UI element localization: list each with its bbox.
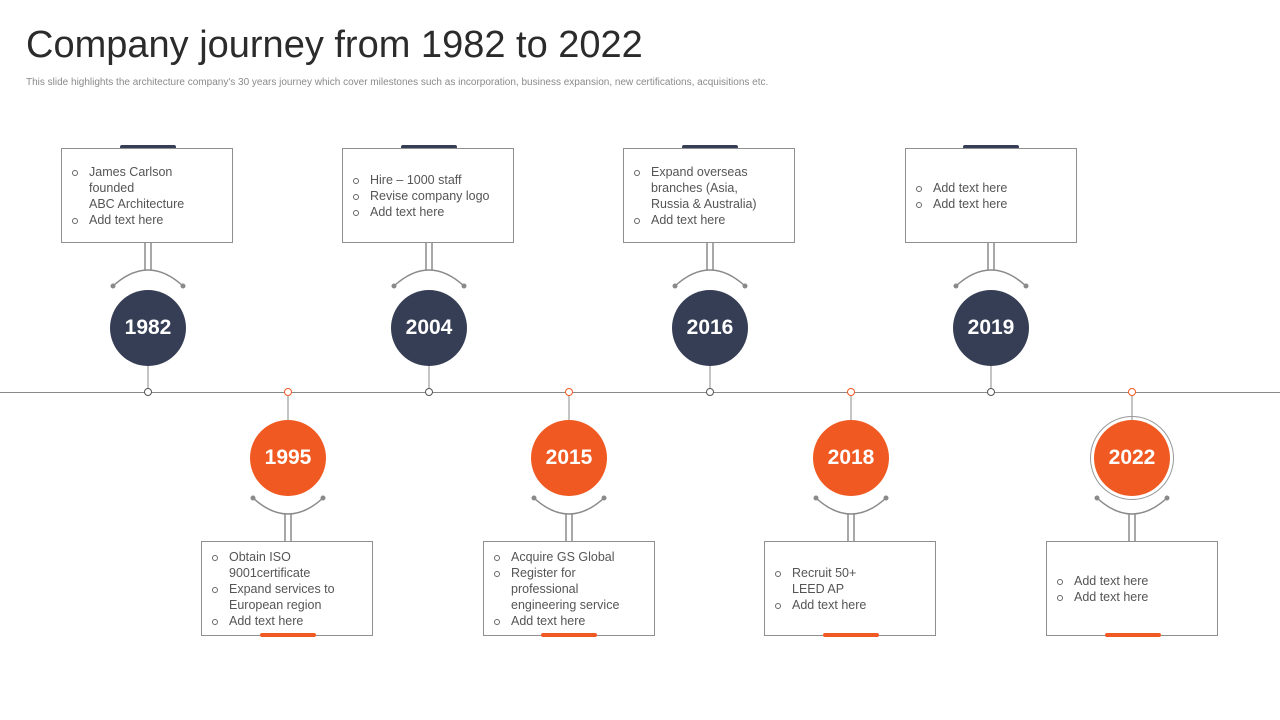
year-circle-2016: 2016	[672, 290, 748, 366]
milestone-item: Add text here	[916, 196, 1066, 212]
connector-arc	[955, 269, 1027, 287]
axis-marker	[425, 388, 433, 396]
milestone-item: Add text here	[72, 212, 222, 228]
axis-marker	[847, 388, 855, 396]
milestone-box-1982: James Carlson founded ABC Architecture A…	[61, 148, 233, 243]
year-circle-1995: 1995	[250, 420, 326, 496]
milestone-item: Add text here	[212, 613, 362, 629]
connector-dot	[320, 495, 326, 501]
milestone-tab	[963, 145, 1019, 149]
year-circle-2019: 2019	[953, 290, 1029, 366]
year-circle-2015: 2015	[531, 420, 607, 496]
page-subtitle: This slide highlights the architecture c…	[26, 77, 769, 88]
milestone-box-2022: Add text here Add text here	[1046, 541, 1218, 636]
milestone-item: Add text here	[1057, 589, 1207, 605]
axis-marker	[565, 388, 573, 396]
milestone-item: James Carlson founded ABC Architecture	[72, 164, 222, 212]
milestone-box-2019: Add text here Add text here	[905, 148, 1077, 243]
connector-arc	[1096, 497, 1168, 515]
connector-arc	[252, 497, 324, 515]
milestone-box-2015: Acquire GS Global Register for professio…	[483, 541, 655, 636]
milestone-box-2016: Expand overseas branches (Asia, Russia &…	[623, 148, 795, 243]
connector-dot	[1023, 283, 1029, 289]
connector-dot	[1164, 495, 1170, 501]
milestone-tab	[401, 145, 457, 149]
connector-arc	[112, 269, 184, 287]
connector-dot	[110, 283, 116, 289]
milestone-item: Add text here	[916, 180, 1066, 196]
milestone-item: Acquire GS Global	[494, 549, 644, 565]
axis-marker	[1128, 388, 1136, 396]
connector-dot	[813, 495, 819, 501]
milestone-item: Expand services to European region	[212, 581, 362, 613]
milestone-box-1995: Obtain ISO 9001certificate Expand servic…	[201, 541, 373, 636]
milestone-item: Add text here	[1057, 573, 1207, 589]
connector-arc	[393, 269, 465, 287]
milestone-tab	[1105, 633, 1161, 637]
axis-marker	[706, 388, 714, 396]
connector-dot	[742, 283, 748, 289]
axis-marker	[987, 388, 995, 396]
year-ring	[1090, 416, 1174, 500]
milestone-item: Obtain ISO 9001certificate	[212, 549, 362, 581]
milestone-item: Revise company logo	[353, 188, 503, 204]
timeline-axis	[0, 392, 1280, 393]
milestone-tab	[682, 145, 738, 149]
connector-dot	[461, 283, 467, 289]
milestone-tab	[120, 145, 176, 149]
connector-dot	[250, 495, 256, 501]
milestone-tab	[260, 633, 316, 637]
year-circle-1982: 1982	[110, 290, 186, 366]
milestone-item: Recruit 50+ LEED AP	[775, 565, 925, 597]
axis-marker	[284, 388, 292, 396]
connector-arc	[674, 269, 746, 287]
milestone-tab	[541, 633, 597, 637]
axis-marker	[144, 388, 152, 396]
connector-arc	[815, 497, 887, 515]
milestone-box-2018: Recruit 50+ LEED AP Add text here	[764, 541, 936, 636]
page-title: Company journey from 1982 to 2022	[26, 24, 643, 66]
milestone-item: Add text here	[775, 597, 925, 613]
milestone-item: Expand overseas branches (Asia, Russia &…	[634, 164, 784, 212]
year-circle-2022: 2022	[1094, 420, 1170, 496]
connector-dot	[1094, 495, 1100, 501]
year-circle-2004: 2004	[391, 290, 467, 366]
connector-dot	[531, 495, 537, 501]
milestone-item: Add text here	[634, 212, 784, 228]
connector-dot	[883, 495, 889, 501]
milestone-tab	[823, 633, 879, 637]
year-circle-2018: 2018	[813, 420, 889, 496]
milestone-item: Add text here	[494, 613, 644, 629]
milestone-item: Add text here	[353, 204, 503, 220]
connector-dot	[391, 283, 397, 289]
connector-dot	[601, 495, 607, 501]
connector-arc	[533, 497, 605, 515]
connector-dot	[672, 283, 678, 289]
connector-dot	[953, 283, 959, 289]
milestone-item: Register for professional engineering se…	[494, 565, 644, 613]
milestone-item: Hire – 1000 staff	[353, 172, 503, 188]
connector-dot	[180, 283, 186, 289]
milestone-box-2004: Hire – 1000 staff Revise company logo Ad…	[342, 148, 514, 243]
